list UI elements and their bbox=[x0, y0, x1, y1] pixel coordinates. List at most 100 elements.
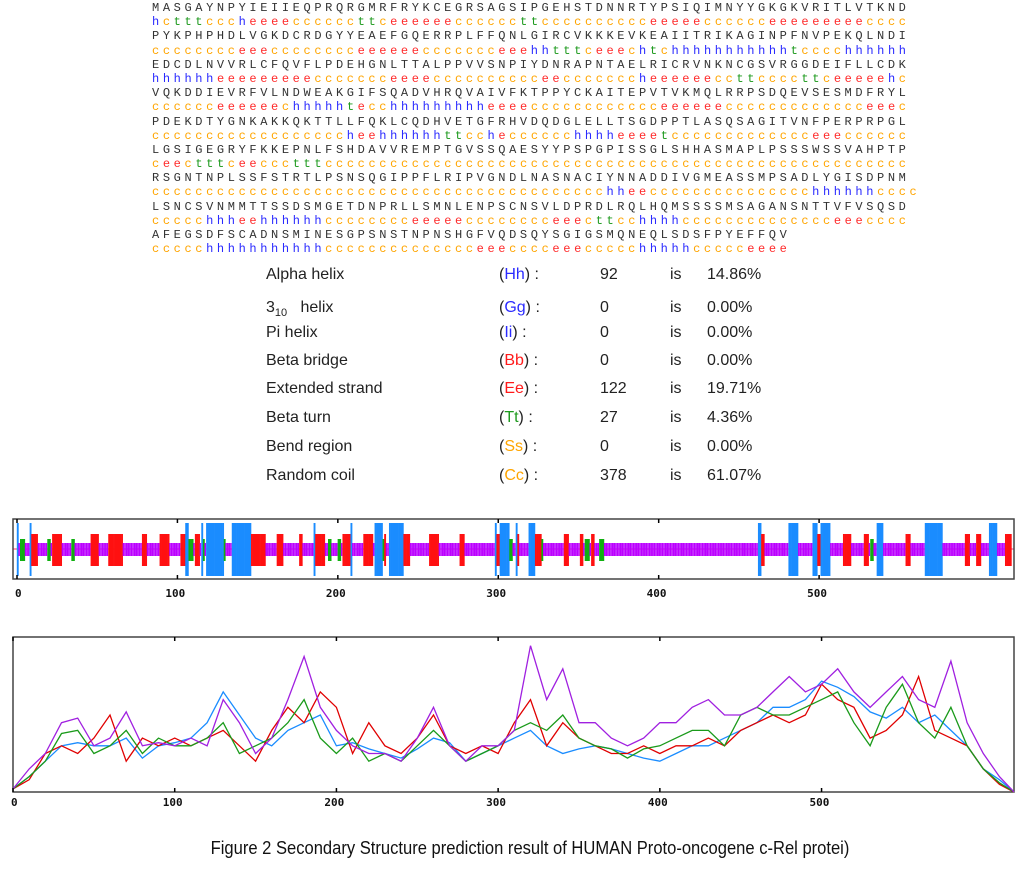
track-mark-c bbox=[859, 543, 861, 556]
track-mark-h bbox=[210, 523, 213, 576]
track-mark-c bbox=[79, 543, 81, 556]
track-mark-e bbox=[323, 534, 326, 566]
track-mark-c bbox=[628, 543, 630, 556]
track-mark-h bbox=[242, 523, 245, 576]
track-mark-c bbox=[918, 543, 920, 556]
track-mark-c bbox=[652, 543, 654, 556]
track-mark-e bbox=[251, 534, 253, 566]
label-main: 3 bbox=[266, 299, 275, 316]
track-mark-c bbox=[571, 543, 574, 556]
structure-label: Extended strand bbox=[266, 380, 383, 398]
track-mark-e bbox=[316, 534, 319, 566]
track-mark-c bbox=[953, 543, 956, 556]
track-mark-t bbox=[21, 539, 24, 561]
structure-run: c bbox=[660, 43, 672, 58]
track-mark-c bbox=[945, 543, 948, 556]
track-mark-h bbox=[29, 523, 32, 576]
track-mark-c bbox=[721, 543, 723, 556]
track-mark-h bbox=[212, 523, 215, 576]
track-mark-e bbox=[162, 534, 165, 566]
track-mark-c bbox=[733, 543, 736, 556]
track-mark-c bbox=[921, 543, 924, 556]
track-mark-h bbox=[940, 523, 943, 576]
structure-run: ccccccccccccccc bbox=[649, 185, 813, 200]
track-mark-e bbox=[867, 534, 869, 566]
structure-run: ccccccccccccc bbox=[671, 128, 813, 143]
track-mark-h bbox=[233, 523, 236, 576]
track-mark-c bbox=[355, 543, 357, 556]
track-mark-c bbox=[133, 543, 136, 556]
structure-run: ee bbox=[238, 213, 261, 228]
track-mark-c bbox=[685, 543, 688, 556]
track-mark-c bbox=[677, 543, 680, 556]
structure-run: eeeee bbox=[649, 15, 704, 30]
track-mark-t bbox=[586, 539, 589, 561]
track-mark-c bbox=[754, 543, 757, 556]
structure-run: cccccccccccccccccccccccccccccccccccccccc… bbox=[152, 185, 607, 200]
is-text: is bbox=[670, 409, 682, 426]
series-line-extended bbox=[12, 674, 1015, 793]
figure-caption: Figure 2 Secondary Structure prediction … bbox=[210, 838, 850, 858]
track-mark-c bbox=[307, 543, 309, 556]
track-mark-t bbox=[870, 539, 873, 561]
track-mark-c bbox=[204, 543, 206, 556]
structure-run: ee bbox=[628, 185, 650, 200]
track-mark-c bbox=[672, 543, 675, 556]
track-mark-e bbox=[194, 534, 197, 566]
track-mark-e bbox=[262, 534, 265, 566]
track-mark-c bbox=[996, 543, 999, 556]
structure-run: ccccc bbox=[152, 242, 207, 257]
track-mark-c bbox=[518, 543, 521, 556]
track-mark-h bbox=[791, 523, 794, 576]
track-mark-c bbox=[756, 543, 758, 556]
track-mark-c bbox=[64, 543, 67, 556]
structure-run: ttt bbox=[292, 157, 326, 172]
structure-run: eee bbox=[866, 100, 899, 115]
residue-count: 0 bbox=[600, 299, 609, 316]
track-mark-c bbox=[860, 543, 863, 556]
track-mark-c bbox=[749, 543, 752, 556]
track-mark-c bbox=[709, 543, 712, 556]
track-mark-e bbox=[842, 534, 845, 566]
track-mark-h bbox=[931, 523, 934, 576]
track-mark-c bbox=[729, 543, 731, 556]
track-mark-c bbox=[632, 543, 635, 556]
track-tick-label: 0 bbox=[15, 587, 22, 600]
structure-run: tt bbox=[801, 71, 824, 86]
track-mark-c bbox=[101, 543, 104, 556]
track-mark-e bbox=[36, 534, 38, 566]
structure-run: hhhh bbox=[574, 128, 618, 143]
track-mark-h bbox=[993, 523, 996, 576]
track-mark-e bbox=[279, 534, 282, 566]
track-mark-c bbox=[955, 543, 957, 556]
track-mark-c bbox=[523, 543, 526, 556]
structure-run: eee bbox=[476, 242, 510, 257]
track-mark-c bbox=[886, 543, 888, 556]
track-mark-c bbox=[310, 543, 312, 556]
track-mark-e bbox=[907, 534, 910, 566]
track-mark-c bbox=[671, 543, 673, 556]
residue-count: 0 bbox=[600, 352, 609, 369]
structure-run: hhhh bbox=[639, 213, 683, 228]
track-mark-h bbox=[828, 523, 831, 576]
structure-run: cccc bbox=[866, 15, 910, 30]
structure-run: ccc bbox=[260, 157, 293, 172]
structure-run: cccccccc bbox=[465, 213, 553, 228]
track-mark-c bbox=[18, 543, 20, 556]
composition-row: Beta turn (Tt) : 27 is 4.36% bbox=[266, 409, 786, 429]
structure-run: c bbox=[898, 100, 910, 115]
structure-run: eeeee bbox=[833, 71, 888, 86]
track-mark-t bbox=[329, 539, 332, 561]
track-mark-c bbox=[971, 543, 973, 556]
track-mark-c bbox=[708, 543, 710, 556]
track-mark-h bbox=[815, 523, 818, 576]
track-mark-c bbox=[453, 543, 455, 556]
track-mark-c bbox=[942, 543, 944, 556]
track-mark-e bbox=[116, 534, 119, 566]
track-mark-e bbox=[321, 534, 324, 566]
composition-row: Extended strand (Ee) : 122 is 19.71% bbox=[266, 380, 786, 400]
structure-line: cccccceeeeeechhhhhtecchhhhhhhhheeeeccccc… bbox=[152, 100, 920, 114]
track-mark-c bbox=[611, 543, 614, 556]
track-mark-c bbox=[640, 543, 643, 556]
track-mark-c bbox=[560, 543, 563, 556]
